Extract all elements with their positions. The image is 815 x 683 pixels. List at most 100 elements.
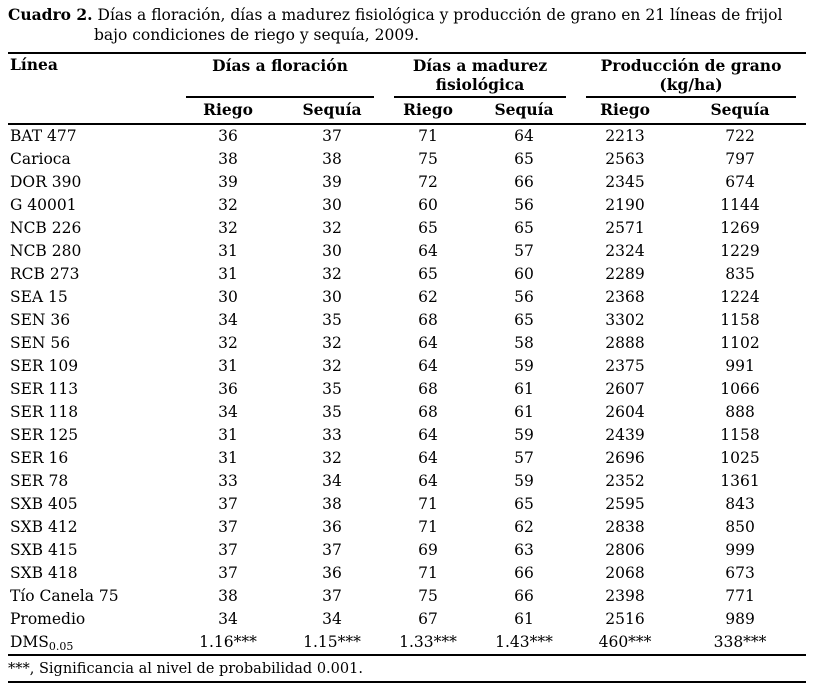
value-cell: 57 [514,449,534,468]
value-cell: 2516 [605,610,645,629]
value-cell: 58 [514,334,534,353]
value-cell: 39 [218,173,238,192]
subheader-sequia: Sequía [472,98,577,126]
subheader-riego: Riego [576,98,675,126]
line-name-cell: SER 78 [10,472,69,491]
value-cell: 60 [418,196,438,215]
value-cell: 71 [418,518,438,537]
value-cell: 2398 [605,587,645,606]
value-cell: 69 [418,541,438,560]
table-row: Promedio 34 34 67 61 2516 989 [8,608,806,631]
value-cell: 2345 [605,173,645,192]
value-cell: 64 [514,127,534,146]
line-name-cell: SXB 412 [10,518,78,537]
value-cell: 1361 [720,472,760,491]
value-cell: 2439 [605,426,645,445]
table-row: SEN 36 34 35 68 65 3302 1158 [8,309,806,332]
subheader-sequia: Sequía [674,98,807,126]
value-cell: 65 [418,219,438,238]
line-name-cell: SXB 418 [10,564,78,583]
value-cell: 66 [514,564,534,583]
value-cell: 37 [322,587,342,606]
table-row: SER 109 31 32 64 59 2375 991 [8,355,806,378]
subheader-sequia: Sequía [280,98,384,126]
value-cell: 34 [218,403,238,422]
value-cell: 62 [514,518,534,537]
group-label: Días a floración [212,56,348,76]
value-cell: 31 [218,242,238,261]
value-cell: 71 [418,127,438,146]
value-cell: 989 [725,610,755,629]
table-row: Tío Canela 75 38 37 75 66 2398 771 [8,585,806,608]
value-cell: 38 [218,150,238,169]
value-cell: 673 [725,564,755,583]
value-cell: 65 [418,265,438,284]
value-cell: 1144 [720,196,760,215]
value-cell: 72 [418,173,438,192]
dms-value-cell: 1.33*** [399,633,457,652]
value-cell: 59 [514,357,534,376]
value-cell: 2806 [605,541,645,560]
table-row: DOR 390 39 39 72 66 2345 674 [8,171,806,194]
dms-value-cell: 1.16*** [199,633,257,652]
line-name-cell: Tío Canela 75 [10,587,119,606]
value-cell: 1269 [720,219,760,238]
group-underline: Días a floración [186,56,374,99]
value-cell: 32 [322,357,342,376]
value-cell: 2352 [605,472,645,491]
value-cell: 2888 [605,334,645,353]
value-cell: 722 [725,127,755,146]
group-header-madurez: Días a madurez fisiológica [384,53,576,99]
value-cell: 61 [514,610,534,629]
value-cell: 36 [218,380,238,399]
value-cell: 1066 [720,380,760,399]
value-cell: 2289 [605,265,645,284]
data-table: Línea Días a floración Días a madurez fi… [8,52,807,657]
line-name-cell: Carioca [10,150,71,169]
value-cell: 2696 [605,449,645,468]
value-cell: 1102 [720,334,760,353]
group-header-row: Línea Días a floración Días a madurez fi… [8,53,806,126]
line-name-cell: RCB 273 [10,265,80,284]
dms-value-cell: 1.43*** [495,633,553,652]
line-name-cell: SXB 405 [10,495,78,514]
group-label: fisiológica [435,75,525,95]
value-cell: 1158 [720,426,760,445]
line-name-cell: NCB 226 [10,219,82,238]
value-cell: 36 [322,518,342,537]
line-name-cell: SXB 415 [10,541,78,560]
value-cell: 57 [514,242,534,261]
value-cell: 65 [514,219,534,238]
value-cell: 64 [418,472,438,491]
group-label: (kg/ha) [659,75,723,95]
value-cell: 1158 [720,311,760,330]
dms-subscript: 0.05 [48,640,74,654]
table-header: Línea Días a floración Días a madurez fi… [8,53,807,126]
group-label: Días a madurez [412,56,548,76]
table-row: RCB 273 31 32 65 60 2289 835 [8,263,806,286]
value-cell: 1025 [720,449,760,468]
value-cell: 32 [322,219,342,238]
value-cell: 2607 [605,380,645,399]
value-cell: 37 [218,495,238,514]
dms-value-cell: 338*** [713,633,767,652]
value-cell: 56 [514,196,534,215]
caption-text: Días a floración, días a madurez fisioló… [94,6,783,45]
value-cell: 2571 [605,219,645,238]
value-cell: 31 [218,265,238,284]
value-cell: 38 [322,495,342,514]
value-cell: 2068 [605,564,645,583]
table-row: Carioca 38 38 75 65 2563 797 [8,148,806,171]
value-cell: 32 [218,219,238,238]
subheader-riego: Riego [176,98,280,126]
dms-row: DMS0.05 1.16*** 1.15*** 1.33*** 1.43*** … [8,631,806,655]
value-cell: 30 [218,288,238,307]
value-cell: 30 [322,242,342,261]
value-cell: 59 [514,472,534,491]
value-cell: 36 [322,564,342,583]
value-cell: 61 [514,380,534,399]
group-underline: Días a madurez fisiológica [394,56,567,99]
group-header-floracion: Días a floración [176,53,384,99]
table-row: NCB 226 32 32 65 65 2571 1269 [8,217,806,240]
